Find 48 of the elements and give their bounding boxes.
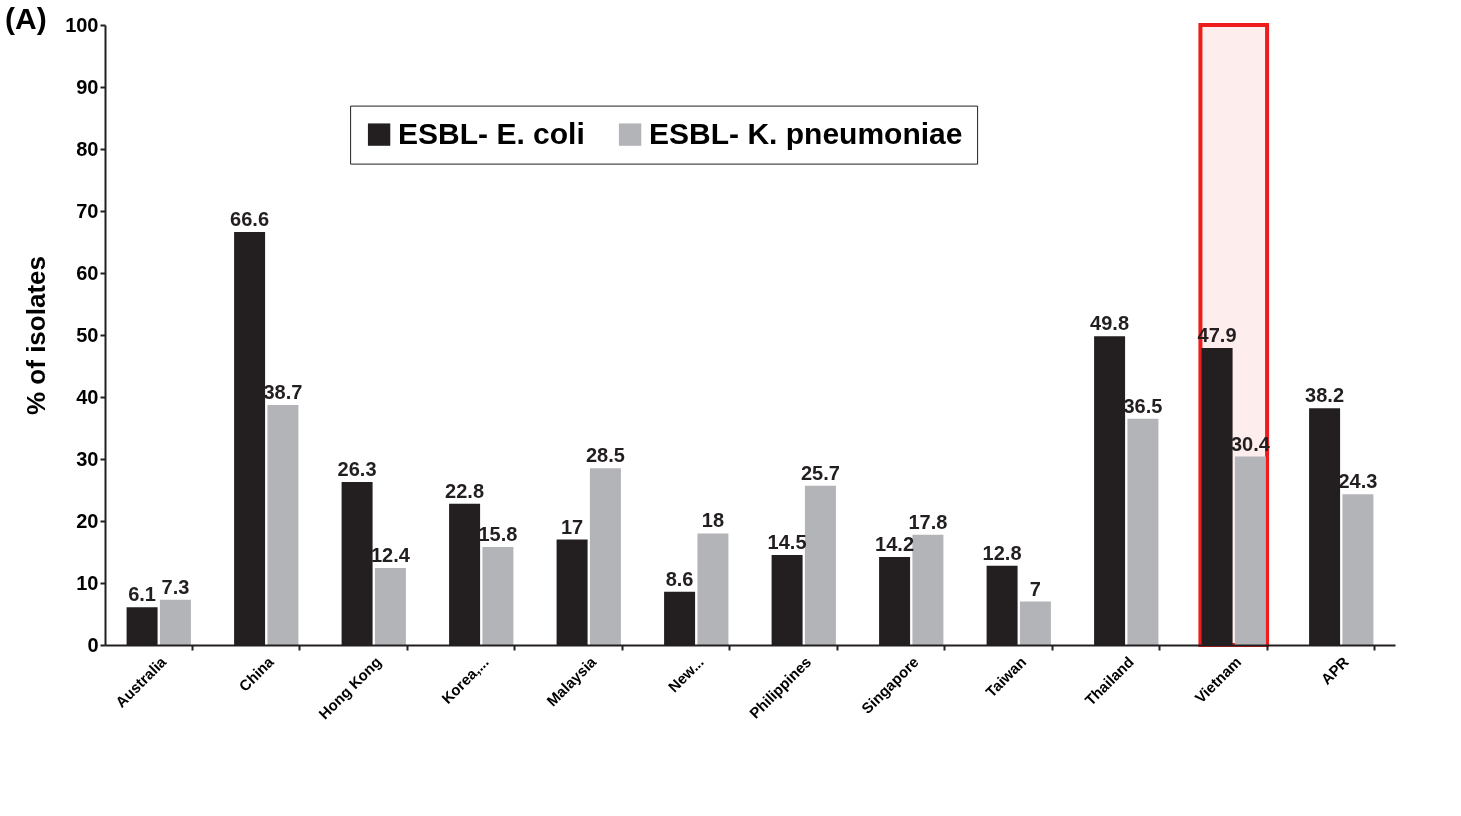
- data-label: 24.3: [1338, 470, 1378, 493]
- bar: [267, 405, 299, 645]
- data-label: 8.6: [665, 567, 694, 590]
- data-label: 26.3: [337, 457, 377, 480]
- data-label: 14.5: [767, 531, 807, 554]
- data-label: 28.5: [585, 444, 625, 467]
- data-label: 36.5: [1123, 394, 1163, 417]
- bar: [697, 533, 729, 645]
- y-tick-label: 60: [76, 261, 99, 284]
- bar: [1342, 494, 1374, 645]
- data-label: 17: [560, 515, 584, 538]
- data-label: 15.8: [478, 523, 518, 546]
- legend-label: ESBL- E. coli: [398, 116, 585, 150]
- bar: [589, 468, 621, 645]
- data-label: 7: [1029, 577, 1041, 600]
- data-label: 14.2: [875, 532, 915, 555]
- data-label: 25.7: [800, 461, 840, 484]
- y-tick-label: 50: [76, 323, 99, 346]
- chart-title: (A): [5, 2, 47, 35]
- bar: [159, 599, 191, 645]
- y-tick-label: 80: [76, 137, 99, 160]
- bar: [804, 485, 836, 645]
- data-label: 66.6: [230, 208, 270, 231]
- data-label: 49.8: [1090, 312, 1130, 335]
- data-label: 38.2: [1305, 384, 1345, 407]
- y-tick-label: 30: [76, 447, 99, 470]
- bar: [912, 534, 944, 645]
- bar: [374, 568, 406, 645]
- data-label: 12.8: [982, 541, 1022, 564]
- data-label: 17.8: [908, 510, 948, 533]
- y-tick-label: 90: [76, 75, 99, 98]
- data-label: 18: [701, 509, 725, 532]
- bar: [482, 547, 514, 645]
- legend-label: ESBL- K. pneumoniae: [649, 116, 963, 150]
- bar: [1234, 456, 1266, 645]
- y-tick-label: 20: [76, 509, 99, 532]
- bar: [1127, 418, 1159, 645]
- y-tick-label: 40: [76, 385, 99, 408]
- y-tick-label: 70: [76, 199, 99, 222]
- y-tick-label: 10: [76, 571, 99, 594]
- y-axis-title: % of isolates: [21, 256, 52, 415]
- data-label: 6.1: [128, 583, 156, 606]
- bar: [1019, 601, 1051, 645]
- y-tick-label: 0: [87, 633, 99, 656]
- y-tick-label: 100: [65, 13, 99, 36]
- data-label: 7.3: [161, 575, 190, 598]
- data-label: 22.8: [445, 479, 485, 502]
- data-label: 38.7: [263, 381, 303, 404]
